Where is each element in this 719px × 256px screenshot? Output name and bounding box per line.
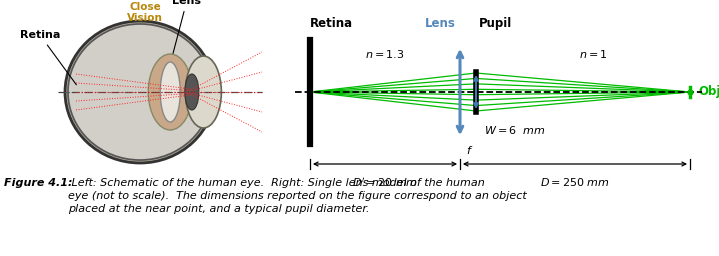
- Text: Left: Schematic of the human eye.  Right: Single lens model of the human
eye (no: Left: Schematic of the human eye. Right:…: [68, 178, 527, 215]
- Text: Lens: Lens: [425, 17, 456, 30]
- Text: Object: Object: [698, 86, 719, 99]
- Text: $W = 6$  mm: $W = 6$ mm: [484, 124, 546, 136]
- Text: $D = 250$ mm: $D = 250$ mm: [540, 176, 610, 188]
- Ellipse shape: [185, 74, 199, 110]
- Ellipse shape: [160, 62, 180, 122]
- Ellipse shape: [68, 24, 212, 160]
- Text: Lens: Lens: [171, 0, 201, 61]
- Text: Figure 4.1:: Figure 4.1:: [4, 178, 73, 188]
- Ellipse shape: [65, 21, 215, 163]
- Text: Close
Vision: Close Vision: [127, 2, 163, 23]
- Ellipse shape: [186, 56, 221, 128]
- Text: Retina: Retina: [310, 17, 353, 30]
- Text: Retina: Retina: [20, 30, 76, 85]
- Text: $n = 1.3$: $n = 1.3$: [365, 48, 405, 60]
- Ellipse shape: [148, 54, 192, 130]
- Text: $n = 1$: $n = 1$: [579, 48, 608, 60]
- Text: $f$: $f$: [466, 144, 473, 156]
- Text: Pupil: Pupil: [479, 17, 512, 30]
- Text: $D' = 20$ mm: $D' = 20$ mm: [352, 176, 418, 189]
